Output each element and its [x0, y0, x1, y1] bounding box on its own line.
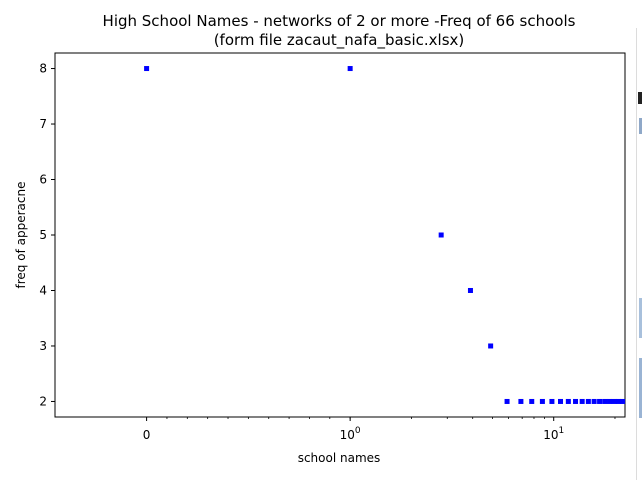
x-tick-label: 101 — [543, 426, 564, 442]
y-tick-label: 6 — [39, 173, 47, 187]
data-point — [620, 398, 626, 404]
y-axis: 2 3 4 5 6 7 8 — [39, 62, 55, 408]
window-edge-graphic — [636, 28, 642, 480]
data-point — [565, 398, 571, 404]
y-tick-label: 7 — [39, 117, 47, 131]
x-tick-label: 100 — [340, 426, 361, 442]
data-point — [539, 398, 545, 404]
data-point — [529, 398, 535, 404]
data-point — [467, 287, 473, 293]
data-points — [144, 66, 626, 404]
y-tick-label: 2 — [39, 394, 47, 408]
x-axis-label: school names — [298, 451, 381, 465]
chart-subtitle: (form file zacaut_nafa_basic.xlsx) — [214, 31, 465, 50]
data-point — [144, 66, 150, 72]
x-axis: 0 100 101 — [143, 417, 616, 442]
y-tick-label: 5 — [39, 228, 47, 242]
data-point — [591, 398, 597, 404]
adjacent-window-edge — [636, 28, 642, 480]
data-point — [597, 398, 603, 404]
data-point — [558, 398, 564, 404]
y-tick-label: 3 — [39, 339, 47, 353]
data-point — [549, 398, 555, 404]
chart-title: High School Names - networks of 2 or mor… — [103, 12, 576, 30]
y-tick-label: 8 — [39, 62, 47, 76]
x-tick-label: 0 — [143, 428, 151, 442]
data-point — [504, 398, 510, 404]
data-point — [518, 398, 524, 404]
data-point — [615, 398, 621, 404]
data-point — [585, 398, 591, 404]
plot-area-frame — [54, 52, 626, 418]
y-tick-label: 4 — [39, 283, 47, 297]
data-point — [602, 398, 608, 404]
data-point — [579, 398, 585, 404]
data-point — [488, 343, 494, 349]
y-axis-label: freq of apperacne — [14, 182, 28, 289]
data-point — [438, 232, 444, 238]
data-point — [573, 398, 579, 404]
data-point — [607, 398, 613, 404]
data-point — [611, 398, 617, 404]
data-point — [347, 66, 353, 72]
